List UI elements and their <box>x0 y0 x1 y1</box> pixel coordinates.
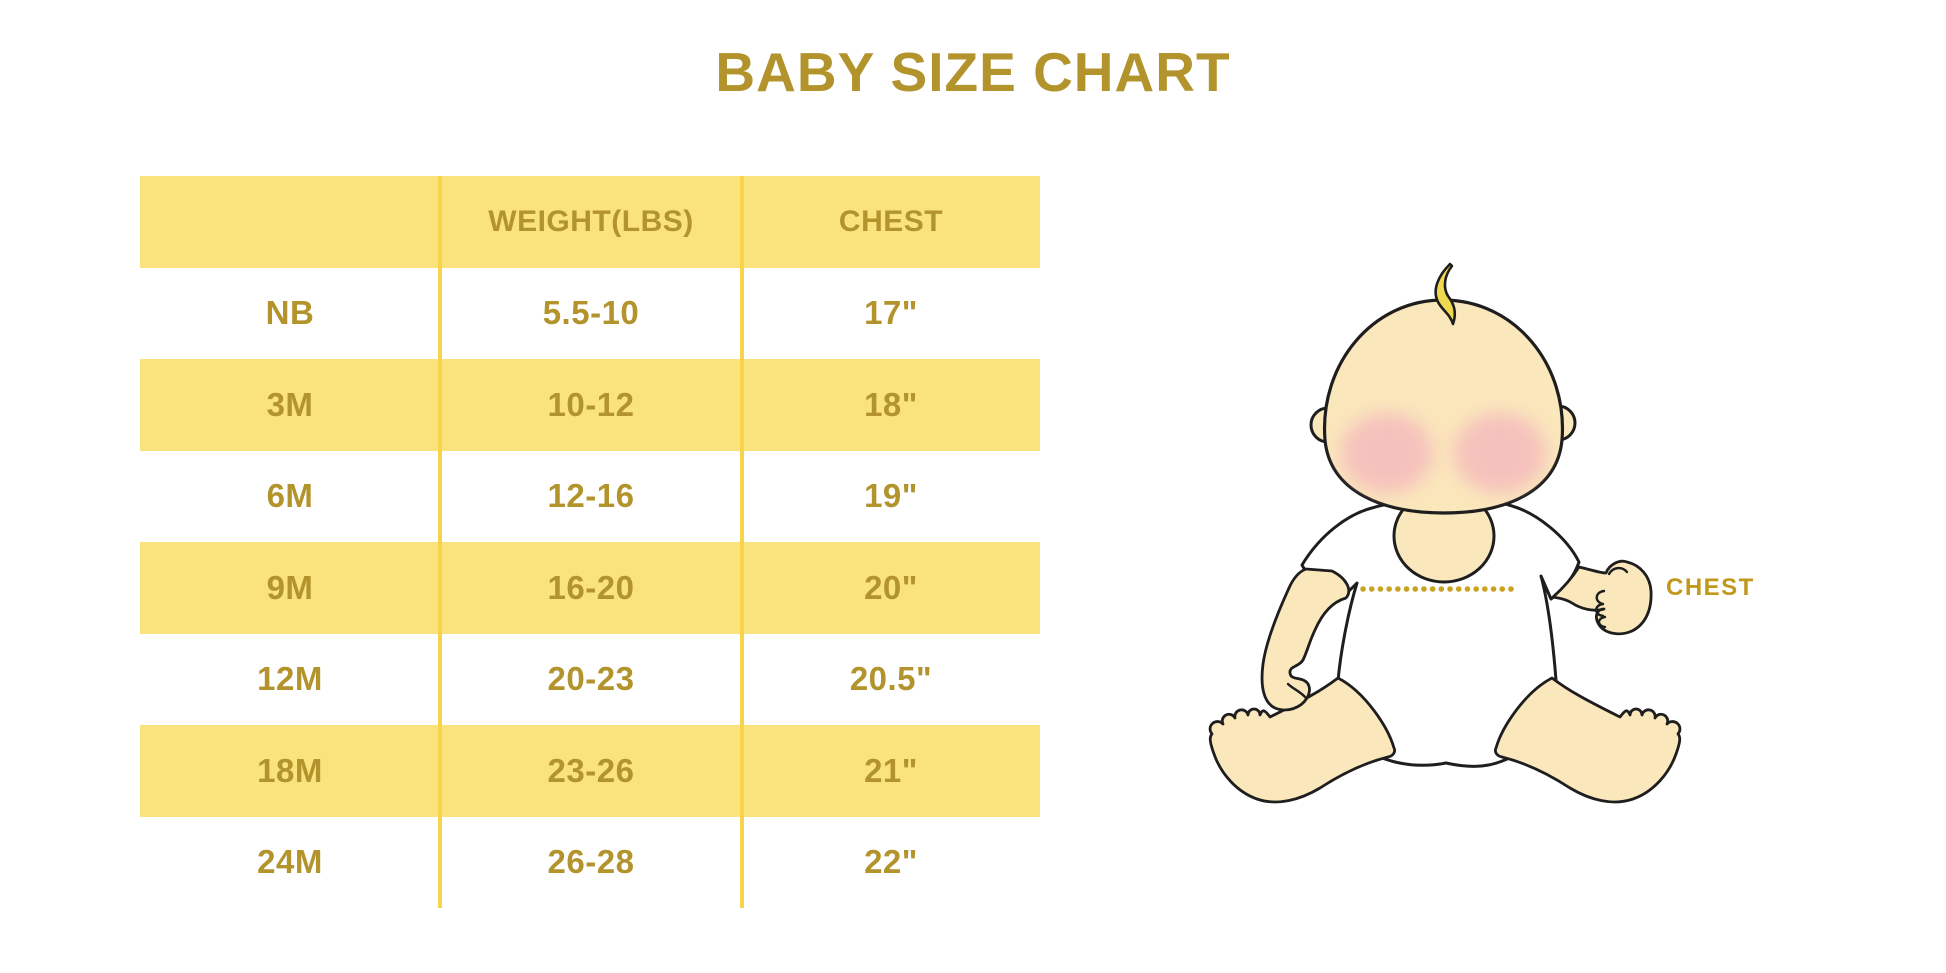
table-row: 12M 20-23 20.5" <box>140 634 1040 726</box>
page-title: BABY SIZE CHART <box>715 41 1231 103</box>
table-row: 9M 16-20 20" <box>140 542 1040 634</box>
size-cell: 9M <box>266 568 314 606</box>
chest-cell: 19" <box>864 477 918 515</box>
header-weight: WEIGHT(LBS) <box>488 204 694 238</box>
size-cell: 12M <box>257 660 323 698</box>
baby-right-arm-fist <box>1551 559 1653 636</box>
baby-illustration <box>1160 240 1720 840</box>
table-row: 6M 12-16 19" <box>140 451 1040 543</box>
table-row: NB 5.5-10 17" <box>140 268 1040 360</box>
weight-cell: 26-28 <box>547 843 635 881</box>
weight-cell: 10-12 <box>547 385 635 423</box>
weight-cell: 20-23 <box>547 660 635 698</box>
baby-left-hand-crease <box>1286 682 1308 700</box>
table-row: 3M 10-12 18" <box>140 359 1040 451</box>
baby-left-leg <box>1208 676 1397 804</box>
chest-cell: 17" <box>864 294 918 332</box>
size-cell: 6M <box>266 477 314 515</box>
column-divider <box>438 176 442 908</box>
size-cell: 24M <box>257 843 323 881</box>
size-cell: 3M <box>266 385 314 423</box>
chest-cell: 20" <box>864 568 918 606</box>
baby-left-arm <box>1260 567 1351 712</box>
baby-right-leg <box>1493 676 1682 804</box>
chest-cell: 20.5" <box>849 660 933 698</box>
chest-measure-label: CHEST <box>1666 574 1755 601</box>
sitting-baby-figure <box>1208 262 1682 804</box>
table-row: 18M 23-26 21" <box>140 725 1040 817</box>
table-header-row: WEIGHT(LBS) CHEST <box>140 176 1040 268</box>
chest-cell: 18" <box>864 385 918 423</box>
weight-cell: 23-26 <box>547 751 635 789</box>
size-cell: 18M <box>257 751 323 789</box>
chest-cell: 22" <box>864 843 918 881</box>
baby-hair-curl <box>1434 262 1457 326</box>
baby-fist-knuckles <box>1595 566 1629 629</box>
size-cell: NB <box>265 294 315 332</box>
weight-cell: 12-16 <box>547 477 635 515</box>
weight-cell: 5.5-10 <box>542 294 640 332</box>
baby-size-table: WEIGHT(LBS) CHEST NB 5.5-10 17" 3M 10-12… <box>140 176 1040 908</box>
table-row: 24M 26-28 22" <box>140 817 1040 909</box>
column-divider <box>740 176 744 908</box>
header-chest: CHEST <box>838 204 944 238</box>
weight-cell: 16-20 <box>547 568 635 606</box>
baby-blush <box>1341 413 1546 493</box>
chest-cell: 21" <box>864 751 918 789</box>
